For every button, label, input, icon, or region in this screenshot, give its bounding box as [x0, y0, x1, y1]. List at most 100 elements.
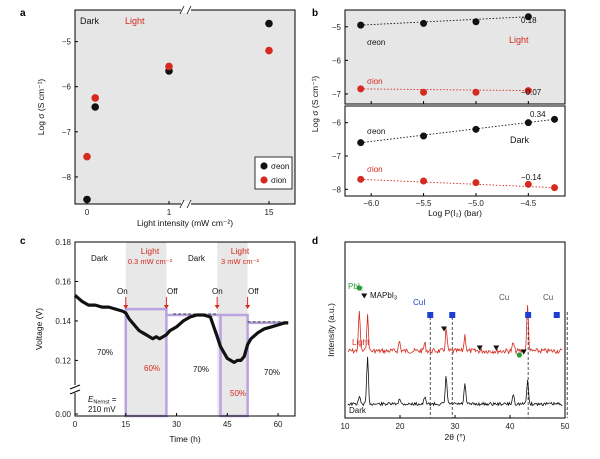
panel-d-letter: d [312, 236, 318, 247]
d-xtick-label: 10 [341, 422, 350, 431]
a-xtick-label: 15 [265, 208, 274, 217]
d-mapbi3-marker [441, 326, 447, 332]
panel-c-light-windows [124, 242, 289, 418]
a-point-eon [91, 103, 99, 111]
panel-b-dark-eon-label: σeon [367, 127, 385, 136]
panel-b-light-eon-slope: 0.18 [521, 16, 537, 25]
b-point [357, 85, 365, 93]
panel-c: c 0.00 0.12 0.14 0.16 0.18 0 15 30 45 60 Dark Lig… [20, 236, 296, 444]
panel-d-content: 10 20 30 40 50 [341, 285, 570, 431]
a-point-eon [265, 19, 273, 28]
d-mapbi3-label: MAPbI3 [370, 291, 397, 302]
b-ytick-label: −5 [332, 23, 342, 32]
b-point [420, 88, 428, 96]
b-ytick-label: −6 [332, 119, 342, 128]
c-arrow-head [163, 305, 169, 309]
b-fit-line [360, 118, 555, 144]
b-point [357, 139, 365, 147]
c-ytick-label: 0.00 [55, 410, 71, 419]
a-point-ion [83, 152, 91, 161]
d-mapbi3-marker [361, 293, 368, 299]
panel-b-dark-ion-label: σion [367, 165, 383, 174]
panel-b-light-ion-slope: −0.07 [521, 88, 542, 97]
d-pbi2-label: PbI2 [348, 282, 363, 293]
b-point [472, 88, 480, 96]
a-xtick-label: 0 [85, 208, 90, 217]
panel-b-content: −7 −6 −5 −8 −7 −6 −6.0 −5.5 −5.0 −4.5 [332, 13, 559, 208]
b-point [551, 115, 559, 123]
panel-b-x-label: Log P(I₂) (bar) [428, 208, 482, 218]
c-xtick-label: 30 [172, 420, 181, 429]
b-point [524, 119, 532, 127]
b-ytick-label: −7 [332, 90, 342, 99]
c-arrow-head [214, 305, 220, 309]
b-point [551, 184, 559, 192]
c-dark-1: Dark [91, 254, 109, 263]
d-mapbi3-marker [520, 349, 527, 355]
c-off-2: Off [248, 287, 259, 296]
panel-a-legend: σeon σion [254, 156, 293, 190]
c-ytick-label: 0.12 [55, 356, 71, 365]
panel-a-x-label: Light intensity (mW cm⁻²) [137, 218, 233, 228]
b-point [357, 175, 365, 183]
d-dark-spectrum [347, 356, 563, 407]
panel-a-points [83, 19, 273, 204]
b-point [420, 132, 428, 140]
b-xtick-label: −5.0 [468, 199, 484, 208]
b-ytick-label: −8 [332, 185, 342, 194]
a-ytick-label: −6 [62, 83, 72, 92]
c-p50: 50% [230, 389, 246, 398]
panel-b-dark-eon-slope: 0.34 [530, 110, 546, 119]
b-ytick-label: −7 [332, 152, 342, 161]
legend-eon-marker [260, 162, 268, 170]
panel-a-dark-label: Dark [80, 16, 100, 26]
panel-b-y-label: Log σ (S cm⁻¹) [310, 76, 320, 133]
b-point [472, 125, 480, 133]
d-xtick-label: 40 [506, 422, 515, 431]
panel-b-light-ion-label: σion [367, 77, 383, 86]
d-light-label: Light [352, 338, 370, 347]
d-xtick-label: 30 [451, 422, 460, 431]
c-p70b: 70% [193, 365, 209, 374]
a-ytick-label: −7 [62, 128, 72, 137]
b-point [472, 18, 480, 26]
d-dark-label: Dark [349, 406, 367, 415]
legend-eon-label: σeon [271, 162, 289, 171]
d-cui-marker [525, 312, 532, 318]
c-on-2: On [212, 287, 223, 296]
panel-b-light-eon-label: σeon [367, 38, 385, 47]
c-xtick-label: 60 [274, 420, 283, 429]
d-light-spectrum [347, 305, 563, 355]
a-ytick-label: −5 [62, 38, 72, 47]
panel-b-dark-label: Dark [510, 135, 530, 145]
panel-d: d 10 20 30 40 50 PbI2 MAPbI3 CuI Cu Cu Light… [312, 236, 570, 442]
panel-d-x-label: 2θ (°) [445, 432, 466, 442]
panel-c-letter: c [20, 236, 26, 247]
c-xtick-label: 15 [121, 420, 130, 429]
b-point [420, 177, 428, 185]
c-light-window [125, 242, 167, 416]
b-ytick-label: −6 [332, 56, 342, 65]
b-xtick-label: −5.5 [416, 199, 432, 208]
a-point-ion [265, 46, 273, 55]
b-point [524, 180, 532, 188]
panel-a-letter: a [20, 8, 26, 19]
c-off-1: Off [167, 287, 178, 296]
c-ytick-label: 0.16 [55, 277, 71, 286]
panel-d-plot-area [344, 241, 566, 419]
panel-b-dark-plot [344, 105, 566, 197]
panel-c-plot-area [74, 241, 296, 417]
b-point [524, 13, 532, 21]
a-ytick-label: −8 [62, 173, 72, 182]
c-light-2: Light [231, 246, 250, 256]
c-light-1: Light [141, 246, 160, 256]
c-ytick-label: 0.18 [55, 238, 71, 247]
d-xtick-label: 50 [561, 422, 570, 431]
d-mapbi3-marker [493, 345, 500, 351]
c-ybreak-gap [71, 385, 79, 393]
c-arrow-head [245, 305, 251, 309]
panel-a-y-ticks: −8 −7 −6 −5 [62, 38, 78, 182]
c-enernst-label: ENernst = [88, 395, 117, 406]
panel-d-y-label: Intensity (a.u.) [326, 303, 336, 357]
